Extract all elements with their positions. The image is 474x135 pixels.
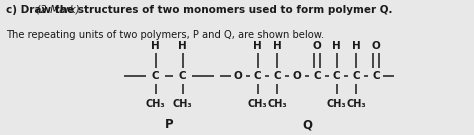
Text: CH₃: CH₃ xyxy=(173,99,192,109)
Text: (2 Mark): (2 Mark) xyxy=(33,5,80,15)
Text: CH₃: CH₃ xyxy=(267,99,287,109)
Text: O: O xyxy=(372,41,381,51)
Text: O: O xyxy=(233,70,242,80)
Text: C: C xyxy=(179,70,186,80)
Text: H: H xyxy=(253,41,262,51)
Text: O: O xyxy=(312,41,321,51)
Text: H: H xyxy=(151,41,160,51)
Text: CH₃: CH₃ xyxy=(346,99,366,109)
Text: C: C xyxy=(254,70,261,80)
Text: c) Draw the structures of two monomers used to form polymer Q.: c) Draw the structures of two monomers u… xyxy=(6,5,392,15)
Text: C: C xyxy=(353,70,360,80)
Text: C: C xyxy=(372,70,380,80)
Text: P: P xyxy=(165,118,173,131)
Text: H: H xyxy=(178,41,187,51)
Text: C: C xyxy=(333,70,340,80)
Text: C: C xyxy=(313,70,320,80)
Text: H: H xyxy=(273,41,282,51)
Text: CH₃: CH₃ xyxy=(248,99,267,109)
Text: C: C xyxy=(273,70,281,80)
Text: O: O xyxy=(292,70,301,80)
Text: C: C xyxy=(152,70,159,80)
Text: H: H xyxy=(352,41,361,51)
Text: The repeating units of two polymers, P and Q, are shown below.: The repeating units of two polymers, P a… xyxy=(6,30,324,40)
Text: CH₃: CH₃ xyxy=(327,99,346,109)
Text: Q: Q xyxy=(302,118,312,131)
Text: CH₃: CH₃ xyxy=(146,99,165,109)
Text: H: H xyxy=(332,41,341,51)
